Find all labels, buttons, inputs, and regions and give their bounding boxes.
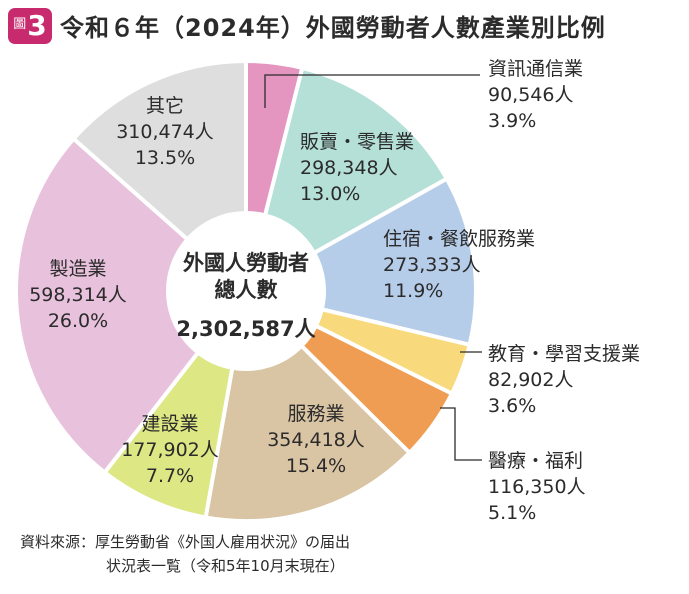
slice-name-資訊通信業: 資訊通信業 (488, 58, 583, 80)
center-label-line2: 總人數 (215, 278, 278, 302)
slice-value-住宿餐飲服務業: 273,333人 (383, 254, 481, 276)
slice-name-服務業: 服務業 (287, 403, 344, 425)
slice-value-製造業: 598,314人 (29, 284, 127, 306)
slice-value-其它: 310,474人 (116, 121, 214, 143)
leader-lines (264, 74, 482, 461)
slice-name-建設業: 建設業 (141, 413, 198, 435)
slice-value-販賣零售業: 298,348人 (300, 157, 398, 179)
slice-percent-其它: 13.5% (135, 147, 195, 169)
source-line-1: 資料來源：厚生勞動省《外国人雇用状況》の届出 (20, 533, 351, 551)
slice-labels: 資訊通信業 90,546人 3.9% 販賣・零售業 298,348人 13.0% 住宿・餐飲… (29, 58, 640, 524)
donut-slices (14, 58, 478, 523)
slice-percent-販賣零售業: 13.0% (300, 183, 360, 205)
figure-badge: 圖 3 (8, 8, 52, 44)
slice-name-教育學習支援業: 教育・學習支援業 (488, 343, 640, 365)
slice-name-醫療福利: 醫療・福利 (488, 450, 583, 472)
slice-percent-資訊通信業: 3.9% (488, 110, 536, 132)
center-label-line1: 外國人勞動者 (183, 251, 309, 275)
slice-percent-建設業: 7.7% (146, 465, 194, 487)
slice-name-販賣零售業: 販賣・零售業 (300, 131, 414, 153)
slice-販賣零售業 (262, 65, 450, 256)
slice-value-資訊通信業: 90,546人 (488, 84, 573, 106)
figure-badge-number: 3 (27, 9, 47, 42)
slice-value-醫療福利: 116,350人 (488, 476, 586, 498)
slice-name-其它: 其它 (146, 95, 184, 117)
slice-percent-醫療福利: 5.1% (488, 502, 536, 524)
slice-其它 (70, 58, 248, 243)
slice-住宿餐飲服務業 (311, 176, 478, 348)
leader-line-醫療福利 (440, 407, 482, 461)
chart-title: 令和６年（2024年）外國勞動者人數產業別比例 (60, 14, 606, 42)
slice-percent-服務業: 15.4% (286, 455, 346, 477)
slice-percent-教育學習支援業: 3.6% (488, 395, 536, 417)
leader-line-資訊通信業 (264, 74, 480, 108)
slice-value-教育學習支援業: 82,902人 (488, 369, 573, 391)
figure-badge-kanji: 圖 (13, 16, 27, 32)
slice-name-製造業: 製造業 (49, 258, 106, 280)
slice-製造業 (14, 135, 201, 476)
slice-value-建設業: 177,902人 (121, 439, 219, 461)
center-total: 2,302,587人 (176, 317, 315, 341)
slice-percent-製造業: 26.0% (48, 310, 108, 332)
source-note: 資料來源：厚生勞動省《外国人雇用状況》の届出 状況表一覧（令和5年10月末現在） (20, 530, 350, 578)
center-label: 外國人勞動者 總人數 2,302,587人 (176, 251, 315, 341)
slice-value-服務業: 354,418人 (267, 429, 365, 451)
slice-name-住宿餐飲服務業: 住宿・餐飲服務業 (383, 228, 535, 250)
slice-服務業 (203, 343, 413, 523)
source-line-2: 状況表一覧（令和5年10月末現在） (106, 557, 345, 575)
slice-percent-住宿餐飲服務業: 11.9% (383, 280, 443, 302)
